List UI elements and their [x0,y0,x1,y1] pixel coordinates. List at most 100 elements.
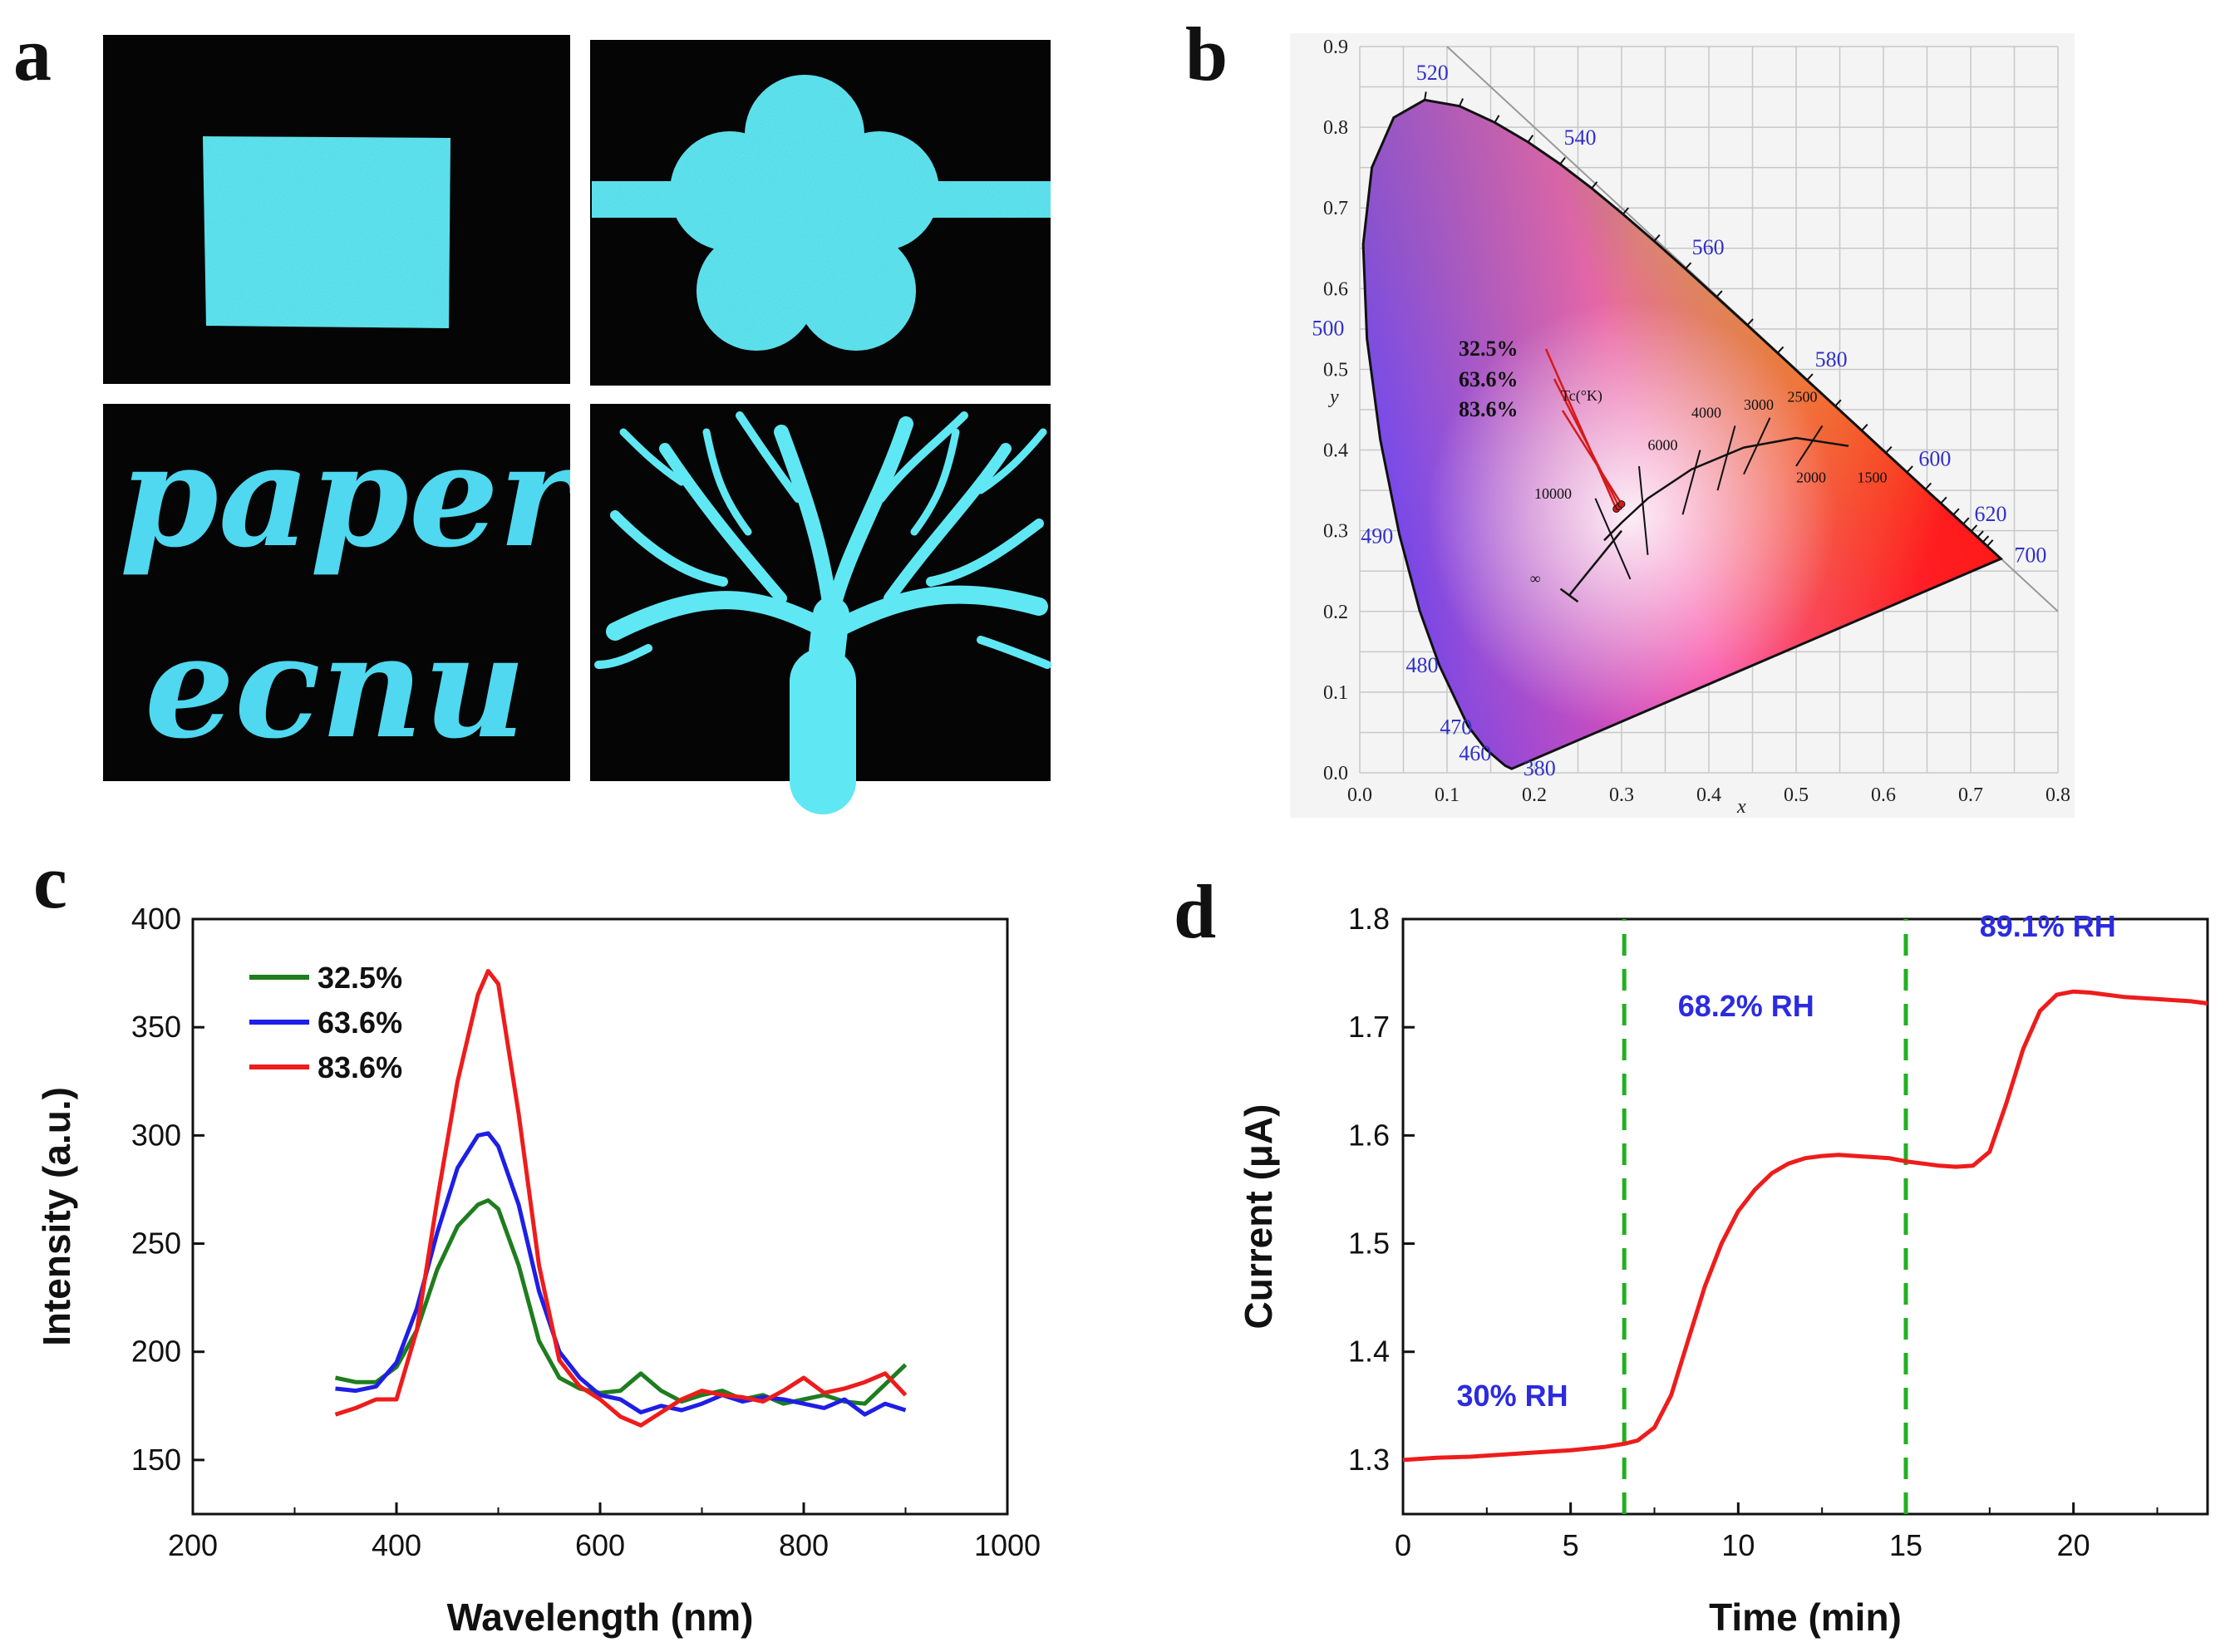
y-tick-label: 1.6 [1348,1118,1390,1152]
locus-tick [1459,98,1465,107]
cie-y-tick: 0.8 [1323,117,1348,139]
cie-x-tick: 0.4 [1696,784,1721,806]
cie-points [1544,348,1626,513]
plot-frame-d [1401,917,2209,1516]
locus-tick [1981,535,1990,543]
planck-curve [1603,436,1849,542]
isotherm-line [1743,417,1771,475]
photo-flower [590,40,1051,386]
cie-x-tick: 0.2 [1522,784,1547,806]
pointer-line [1553,378,1620,508]
cie-y-tick: 0.7 [1323,198,1348,219]
cie-chart: 10000 6000 4000 3000 2500 2000 1500 ∞ 0.0 0.1 0.2… [1290,33,2075,818]
spectrum-chart: 200 400 600 800 1000 150 200 250 300 350 400 32.5%… [35,902,1041,1639]
locus-tick [1970,524,1978,533]
y-tick-label: 200 [131,1335,181,1369]
handwritten-paper: paper [120,413,582,579]
locus-tick [1746,318,1754,327]
locus-tick [1424,91,1427,101]
planckian-locus: 10000 6000 4000 3000 2500 2000 1500 ∞ [1530,388,1888,603]
legend-label-83: 83.6% [318,1050,402,1084]
locus-tick [1806,373,1814,381]
isotherm-line [1795,425,1824,467]
y-tick-label: 1.7 [1348,1010,1390,1044]
locus-tick [1591,181,1598,189]
cct-label: 3000 [1744,396,1774,413]
cie-locus [1361,91,2004,770]
cie-x-tick: 0.8 [2045,784,2070,806]
locus-tick [1924,482,1932,490]
cie-y-tick: 0.6 [1323,278,1348,300]
spectrum-ticks: 200 400 600 800 1000 150 200 250 300 350 400 [131,902,1041,1562]
current-line [1402,989,2208,1463]
wavelength-label-460: 460 [1459,741,1491,765]
x-tick-label: 10 [1721,1528,1755,1562]
wavelength-label-700: 700 [2014,543,2046,567]
y-tick-label: 1.5 [1348,1227,1390,1261]
spectrum-line-green [334,1198,908,1406]
locus-tick [1940,496,1947,504]
planck-tail [1568,529,1622,597]
wavelength-label-620: 620 [1975,502,2007,526]
locus-tick [1906,465,1913,473]
wavelength-label-520: 520 [1416,61,1449,85]
infinity-label: ∞ [1530,570,1541,587]
legend-label-63: 63.6% [318,1005,402,1040]
y-tick-label: 1.8 [1348,902,1390,936]
y-axis-title-c: Intensity (a.u.) [35,1087,78,1346]
x-tick-label: 5 [1563,1528,1579,1562]
y-tick-label: 1.4 [1348,1335,1390,1369]
y-tick-label: 350 [131,1010,181,1044]
current-chart: 0 5 10 15 20 1.3 1.4 1.5 1.6 1.7 1.8 30% RH 68.2% R… [1237,902,2209,1639]
cie-y-tick: 0.9 [1323,37,1348,58]
cie-axes: 0.0 0.1 0.2 0.3 0.4 0.5 0.6 0.7 0.8 0.0 0.1 0.2 0.3 0… [1323,37,2070,806]
locus-tick [1559,156,1566,165]
x-axis-title-d: Time (min) [1709,1595,1902,1639]
photo-rectangle [103,35,570,384]
locus-tick [1885,445,1893,454]
wavelength-label-580: 580 [1815,347,1848,371]
locus-tick [1716,290,1723,298]
y-tick-label: 400 [131,902,181,936]
cct-title: Tc(°K) [1561,387,1602,405]
wavelength-label-560: 560 [1692,235,1725,259]
cie-y-label: y [1328,386,1339,408]
legend-label-32: 32.5% [318,961,402,995]
x-axis-title-c: Wavelength (nm) [447,1595,754,1639]
cie-x-tick: 0.7 [1958,784,1983,806]
handwritten-ecnu: ecnu [145,604,526,770]
spectrum-line-red [334,969,908,1428]
glowing-flower [592,75,1051,351]
rh-annotation: 30% RH [1457,1379,1568,1413]
rh-annotation: 89.1% RH [1980,909,2116,943]
y-tick-label: 150 [131,1443,181,1477]
cie-point [1617,500,1626,509]
x-tick-label: 20 [2057,1528,2090,1562]
cie-x-tick: 0.6 [1871,784,1896,806]
panel-label-c: c [33,839,67,924]
wavelength-label-600: 600 [1918,447,1951,471]
cct-label: 1500 [1858,469,1888,485]
cie-y-tick: 0.4 [1323,440,1348,462]
locus-fill-white [1363,100,2001,769]
panel-label-b: b [1185,12,1228,96]
pointer-line [1544,348,1617,509]
cie-x-tick: 0.3 [1609,784,1634,806]
glowing-rectangle [203,136,450,328]
isotherm-line [1638,465,1649,555]
plot-frame-c [191,917,1009,1516]
cie-y-tick: 0.1 [1323,682,1348,704]
y-tick-label: 300 [131,1118,181,1152]
spectrum-lines [334,969,908,1428]
current-ticks: 0 5 10 15 20 1.3 1.4 1.5 1.6 1.7 1.8 [1348,902,2159,1562]
locus-tick [1527,135,1534,143]
y-tick-label: 250 [131,1227,181,1261]
cct-label: 2500 [1788,388,1818,405]
isotherm-line [1716,425,1736,491]
locus-tick [1653,234,1661,242]
locus-tick [1861,424,1868,431]
wavelength-label-480: 480 [1406,653,1439,677]
wavelength-label-380: 380 [1524,756,1556,780]
cct-label: 6000 [1648,437,1678,454]
